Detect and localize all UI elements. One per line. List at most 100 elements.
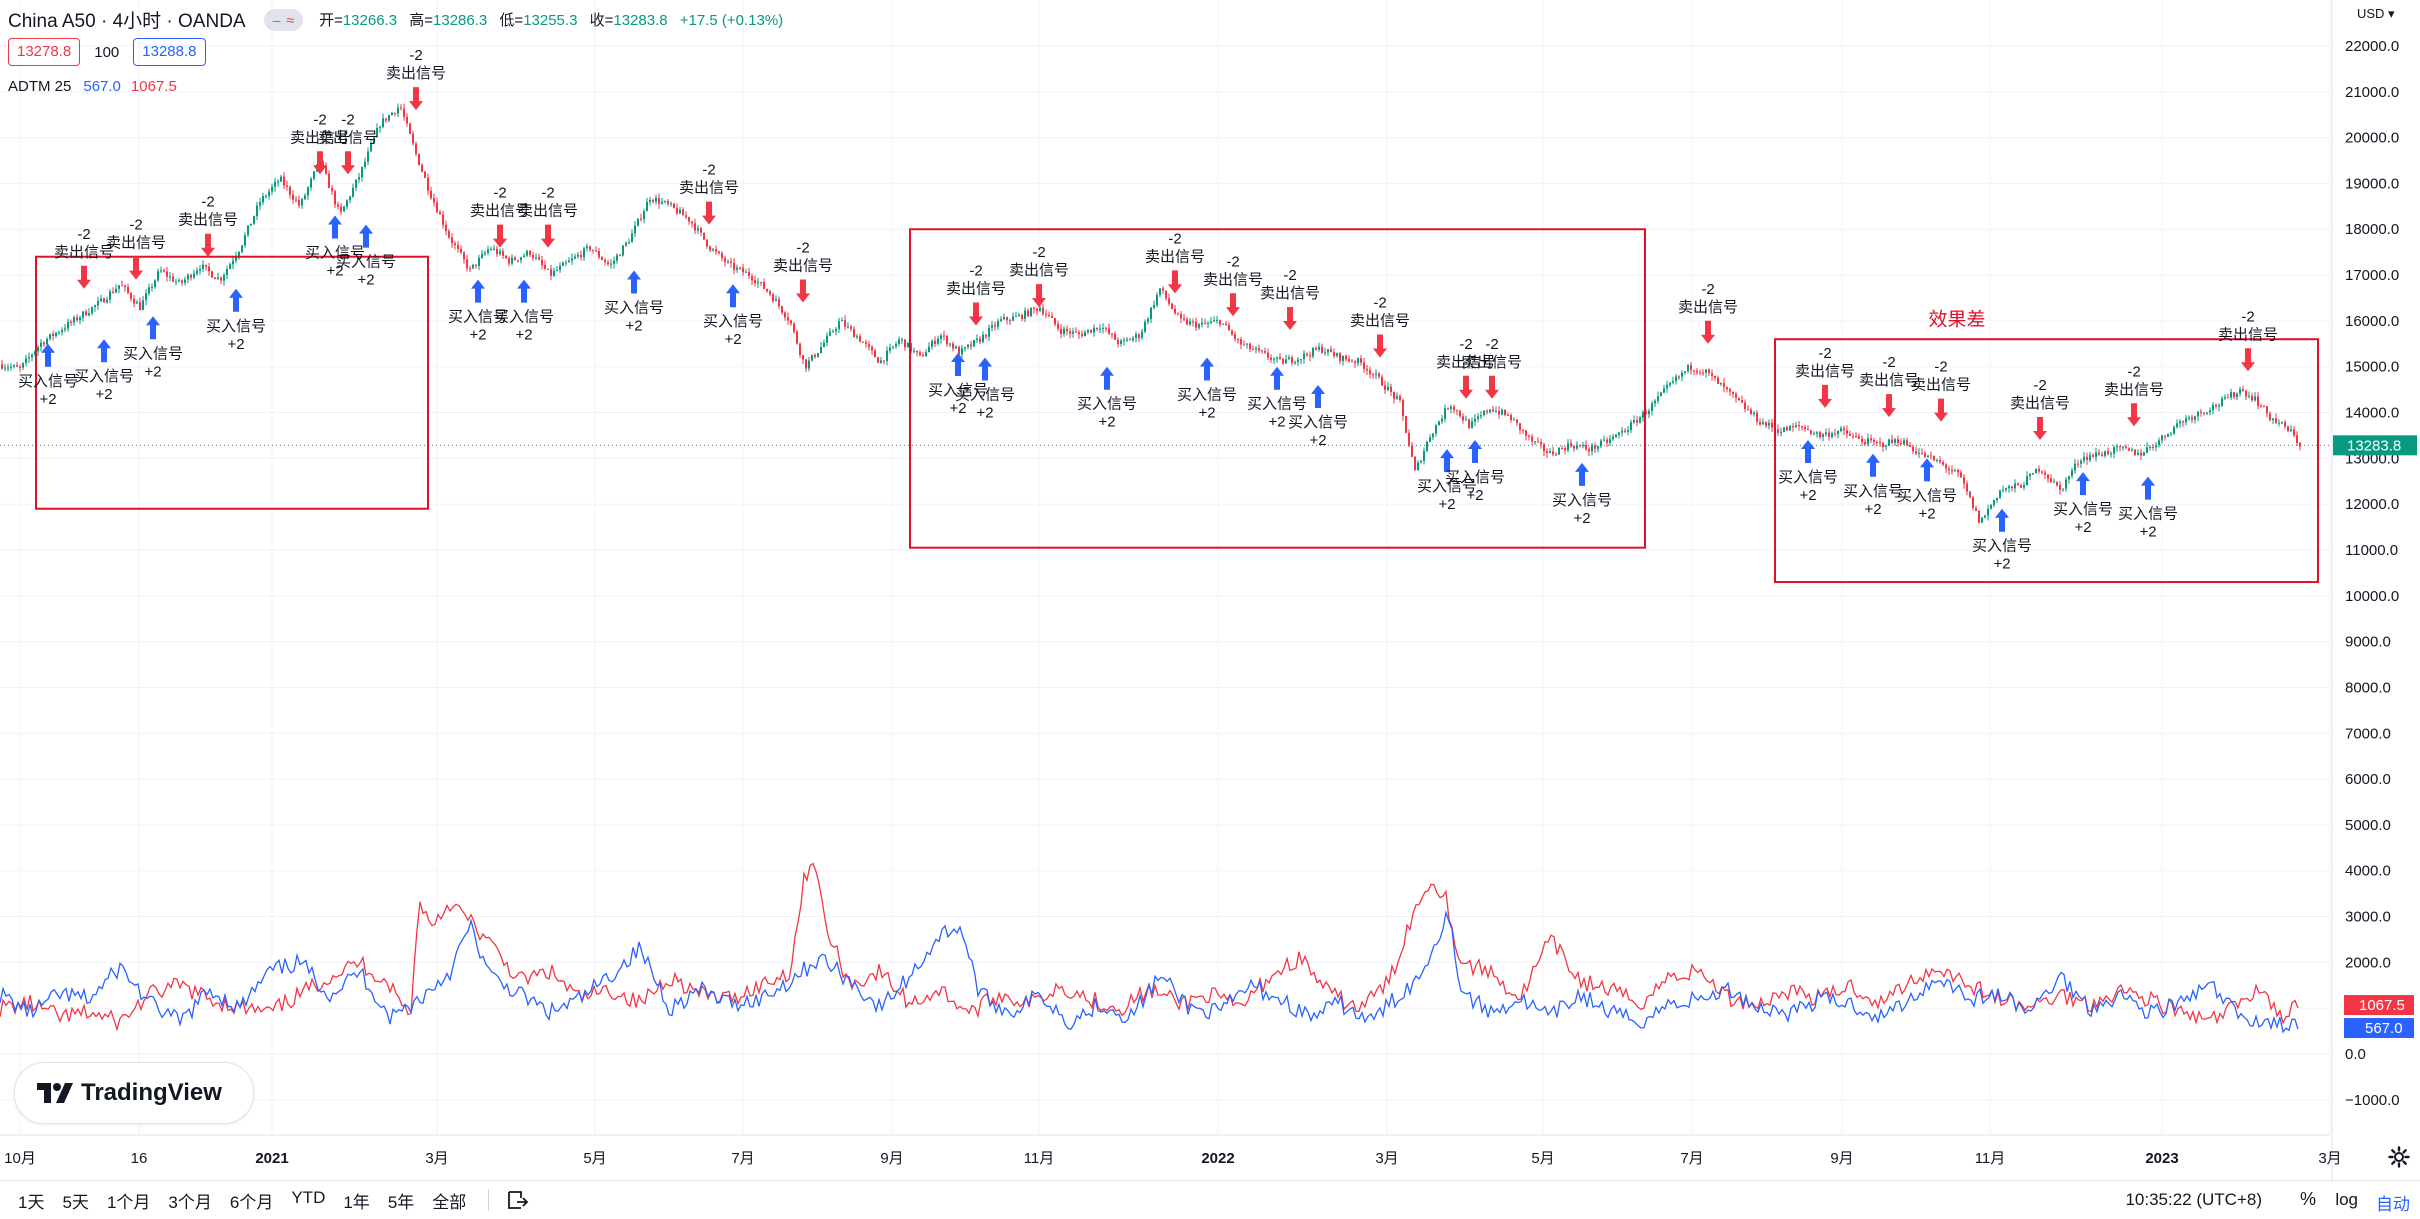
signal-value: +2 [1198, 405, 1215, 422]
signal-label: 卖出信号 [946, 280, 1006, 297]
log-scale-toggle[interactable]: log [2335, 1190, 2358, 1209]
sell-arrow-icon [541, 224, 555, 248]
buy-price-button[interactable]: 13288.8 [133, 38, 206, 66]
candle-body [2041, 471, 2043, 473]
candle-body [1519, 423, 1521, 431]
candle-body [1369, 370, 1371, 375]
sell-signal [1032, 284, 1046, 308]
candle-body [868, 344, 870, 347]
goto-date-icon[interactable] [507, 1190, 529, 1210]
range-button-0[interactable]: 1天 [18, 1192, 45, 1212]
candle-body [1906, 440, 1908, 446]
sell-signal [541, 224, 555, 248]
candle-body [442, 214, 444, 225]
candle-body [337, 204, 339, 207]
percent-scale-toggle[interactable]: % [2299, 1189, 2316, 1209]
candle-body [247, 225, 249, 236]
candle-body [343, 206, 345, 212]
signal-label: 卖出信号 [54, 244, 114, 261]
candle-body [832, 331, 834, 333]
candle-body [160, 270, 162, 272]
candle-body [1273, 358, 1275, 360]
range-button-6[interactable]: 1年 [343, 1192, 370, 1212]
candle-body [1888, 439, 1890, 446]
sell-price-button[interactable]: 13278.8 [8, 38, 81, 66]
range-button-1[interactable]: 5天 [62, 1192, 89, 1212]
sell-signal [1818, 384, 1832, 408]
candle-body [499, 251, 501, 255]
candle-body [481, 254, 483, 258]
range-button-5[interactable]: YTD [291, 1187, 326, 1207]
buy-signal [359, 224, 373, 248]
range-button-2[interactable]: 1个月 [106, 1192, 151, 1212]
candle-body [1576, 445, 1578, 449]
signal-label: 买入信号 [123, 345, 183, 362]
candle-body [1198, 324, 1200, 328]
highlight-rectangle [909, 228, 1646, 549]
y-tick-label: 6000.0 [2345, 771, 2391, 788]
candle-body [430, 190, 432, 199]
quantity[interactable]: 100 [94, 43, 120, 61]
candle-body [451, 237, 453, 244]
candle-body [94, 305, 96, 308]
candle-body [262, 196, 264, 203]
candle-body [217, 277, 219, 280]
candle-body [1639, 417, 1641, 423]
signal-value: +2 [1438, 496, 1455, 513]
tradingview-logo[interactable]: TradingView [14, 1062, 254, 1124]
candle-body [2212, 404, 2214, 411]
candle-body [2167, 434, 2169, 437]
sell-signal [313, 151, 327, 175]
candle-body [196, 270, 198, 274]
range-button-4[interactable]: 6个月 [229, 1192, 274, 1212]
candle-body [862, 341, 864, 343]
candle-body [1141, 331, 1143, 338]
candle-body [82, 311, 84, 318]
candle-body [865, 342, 867, 345]
gear-icon[interactable] [2388, 1146, 2410, 1168]
candle-body [115, 288, 117, 293]
buy-signal [517, 279, 531, 303]
auto-scale-toggle[interactable]: 自动 [2376, 1195, 2410, 1214]
sell-signal [1283, 307, 1297, 331]
buy-signal [2141, 476, 2155, 500]
candle-body [571, 258, 573, 261]
candle-body [2173, 426, 2175, 434]
sell-signal [1701, 320, 1715, 344]
candle-body [2035, 468, 2037, 474]
range-button-3[interactable]: 3个月 [168, 1192, 212, 1212]
signal-label: 买入信号 [703, 313, 763, 330]
candle-body [91, 307, 93, 314]
candle-body [331, 188, 333, 192]
candle-body [1693, 370, 1695, 372]
signal-label: 买入信号 [604, 299, 664, 316]
compare-pill-icon[interactable]: ‒ ≈ [263, 8, 304, 31]
candle-body [1114, 333, 1116, 340]
x-tick-label: 7月 [731, 1150, 754, 1167]
buy-arrow-icon [1270, 366, 1284, 390]
candle-body [1768, 422, 1770, 426]
indicator-legend: ADTM 25 567.0 1067.5 [8, 78, 177, 95]
candle-body [670, 203, 672, 205]
signal-value: +2 [1799, 487, 1816, 504]
candle-body [517, 260, 519, 262]
range-button-8[interactable]: 全部 [432, 1192, 467, 1212]
signal-value: +2 [625, 317, 642, 334]
chart-canvas[interactable]: 22000.0 21000.0 20000.0 19000.0 18000.0 17000… [0, 0, 2420, 1180]
symbol-title[interactable]: China A50 · 4小时 · OANDA [8, 11, 246, 32]
candle-body [721, 253, 723, 259]
candle-body [1978, 510, 1980, 523]
brand-name: TradingView [81, 1079, 222, 1106]
clock[interactable]: 10:35:22 (UTC+8) [2125, 1190, 2262, 1209]
candle-body [238, 251, 240, 257]
candle-body [1759, 421, 1761, 425]
buy-signal [978, 357, 992, 381]
candle-body [958, 346, 960, 355]
indicator-name[interactable]: ADTM 25 [8, 78, 72, 95]
candle-body [1132, 337, 1134, 341]
range-button-7[interactable]: 5年 [387, 1192, 415, 1212]
candle-body [1303, 353, 1305, 360]
candle-body [1009, 320, 1011, 322]
candle-body [1504, 409, 1506, 415]
candle-body [835, 328, 837, 332]
